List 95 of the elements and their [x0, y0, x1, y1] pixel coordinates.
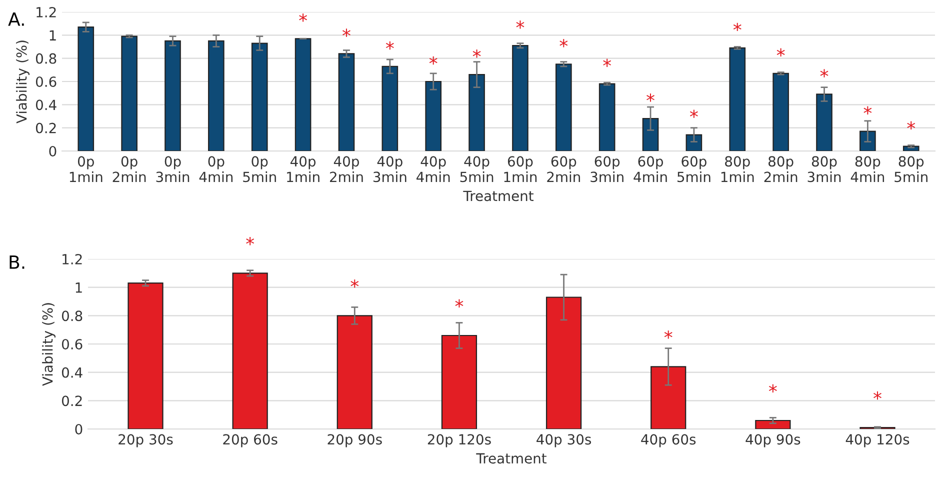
bar	[208, 40, 224, 151]
x-tick-label: 40p 1min	[287, 156, 320, 182]
chart-title: B.	[10, 256, 24, 269]
x-tick-label: 60p 1min	[504, 156, 537, 182]
annotation: *	[733, 22, 742, 32]
x-tick-label: 20p 30s	[118, 434, 173, 448]
x-tick-label: 40p 3min	[373, 156, 406, 182]
bar	[338, 53, 355, 151]
annotation: *	[864, 106, 872, 114]
annotation: *	[246, 236, 254, 246]
annotation: *	[768, 384, 777, 393]
bar	[251, 42, 268, 151]
x-axis-title: Treatment	[476, 453, 546, 464]
annotation: *	[386, 41, 394, 50]
annotation: *	[429, 56, 438, 65]
y-tick-label: 0	[49, 146, 56, 156]
y-tick-label: 0.6	[36, 76, 56, 87]
x-tick-label: 40p 120s	[846, 434, 910, 448]
y-tick-label: 0	[75, 424, 82, 434]
bar	[128, 282, 164, 429]
bar	[512, 45, 528, 151]
bar	[382, 66, 398, 151]
y-tick-label: 0.8	[36, 53, 56, 64]
bar	[78, 26, 94, 151]
chart-title: A.	[8, 12, 24, 26]
x-tick-label: 40p 30s	[536, 434, 592, 448]
x-axis-title: Treatment	[463, 190, 534, 202]
y-tick-label: 0.4	[36, 100, 56, 110]
y-tick-label: 1	[50, 30, 56, 40]
x-tick-label: 80p 5min	[894, 156, 928, 182]
annotation: *	[820, 69, 828, 78]
x-tick-label: 0p 2min	[112, 156, 146, 182]
bar	[860, 130, 876, 151]
y-tick-label: 0.4	[62, 367, 82, 378]
x-tick-label: 80p 4min	[850, 156, 884, 182]
annotation: *	[664, 330, 672, 339]
bar	[642, 118, 659, 151]
annotation: *	[560, 39, 568, 48]
x-tick-label: 60p 3min	[590, 156, 624, 182]
x-tick-label: 20p 60s	[223, 434, 278, 448]
y-tick-label: 1	[76, 282, 82, 293]
bar	[729, 47, 746, 151]
annotation: *	[342, 28, 350, 37]
x-tick-label: 40p 2min	[330, 156, 363, 182]
annotation: *	[516, 20, 524, 29]
x-tick-label: 20p 90s	[328, 434, 382, 448]
annotation: *	[299, 14, 308, 22]
bar	[598, 83, 616, 151]
y-tick-label: 0.2	[36, 122, 56, 134]
bar	[336, 315, 372, 429]
x-tick-label: 80p 3min	[808, 156, 841, 182]
bar	[441, 334, 478, 429]
bar	[294, 38, 312, 151]
bar	[686, 134, 702, 151]
bar	[468, 74, 485, 151]
annotation: *	[472, 49, 481, 58]
bar	[816, 94, 832, 151]
bar	[425, 80, 442, 151]
bar	[546, 296, 582, 429]
annotation: *	[455, 299, 464, 308]
bar	[164, 40, 181, 151]
y-tick-label: 0.6	[62, 338, 82, 350]
x-tick-label: 80p 1min	[721, 156, 754, 182]
annotation: *	[603, 58, 612, 67]
x-tick-label: 0p 4min	[199, 156, 233, 182]
x-tick-label: 0p 5min	[243, 156, 276, 182]
bar	[555, 64, 572, 151]
bar	[772, 72, 789, 151]
y-tick-label: 1.2	[62, 254, 82, 264]
x-tick-label: 40p 4min	[416, 156, 450, 182]
y-tick-label: 0.2	[62, 396, 82, 406]
annotation: *	[646, 93, 654, 102]
y-axis-title: Viability (%)	[42, 303, 56, 386]
annotation: *	[690, 110, 698, 118]
x-tick-label: 40p 5min	[460, 156, 494, 182]
y-tick-label: 1.2	[36, 6, 56, 18]
bar	[755, 420, 791, 429]
x-tick-label: 60p 2min	[547, 156, 580, 182]
annotation: *	[350, 279, 359, 288]
annotation: *	[874, 391, 882, 400]
bar	[121, 36, 138, 151]
bar	[650, 366, 686, 429]
y-axis-title: Viability (%)	[16, 40, 30, 124]
x-tick-label: 60p 5min	[678, 156, 710, 182]
annotation: *	[907, 121, 916, 130]
x-tick-label: 20p 120s	[428, 434, 491, 448]
x-tick-label: 0p 1min	[70, 156, 102, 182]
x-tick-label: 40p 90s	[746, 434, 800, 448]
annotation: *	[776, 48, 785, 57]
x-tick-label: 0p 3min	[156, 156, 190, 182]
y-tick-label: 0.8	[62, 310, 82, 322]
x-tick-label: 80p 2min	[764, 156, 798, 182]
bar	[232, 272, 268, 429]
x-tick-label: 60p 4min	[634, 156, 667, 182]
x-tick-label: 40p 60s	[641, 434, 696, 448]
